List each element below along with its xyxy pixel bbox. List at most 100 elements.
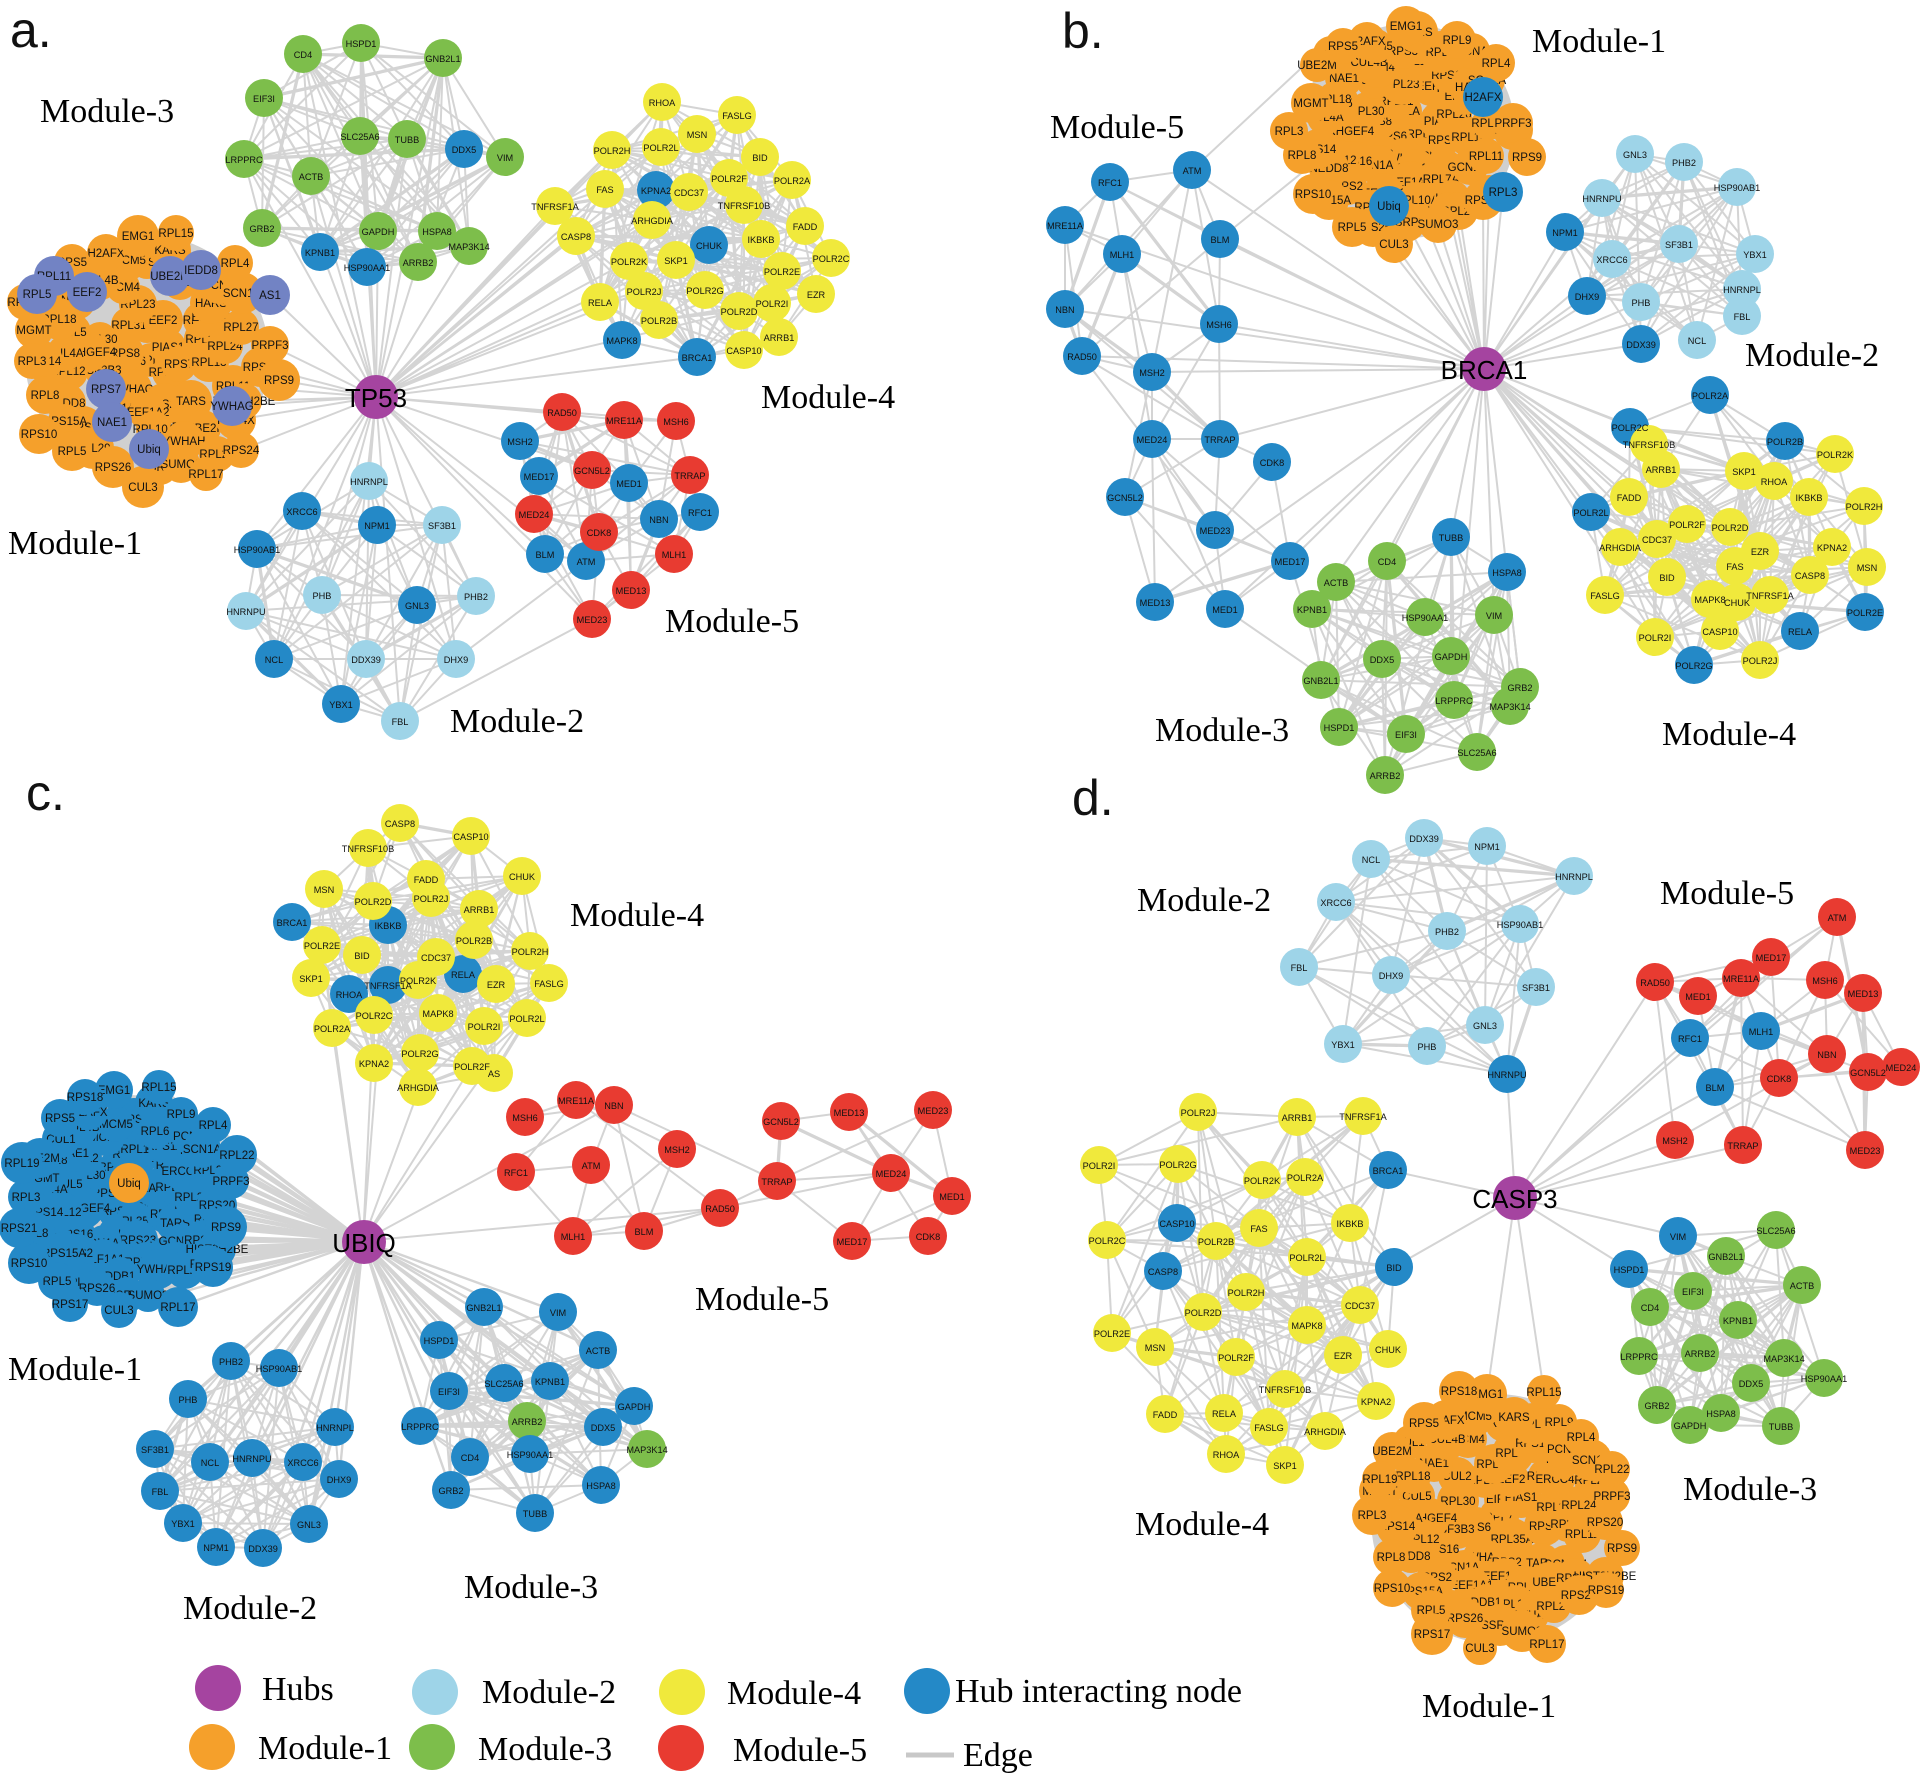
svg-text:RFC1: RFC1 [1678,1034,1702,1044]
svg-text:POLR2A: POLR2A [774,176,811,186]
svg-text:FAS: FAS [1726,562,1743,572]
svg-text:IKBKB: IKBKB [747,235,774,245]
svg-text:c.: c. [26,765,65,821]
svg-text:RAD50: RAD50 [705,1204,735,1214]
svg-text:SF3B1: SF3B1 [1522,983,1550,993]
svg-text:EMG1: EMG1 [1390,21,1423,33]
svg-text:BRCA1: BRCA1 [682,353,713,363]
svg-text:POLR2I: POLR2I [468,1022,501,1032]
svg-text:YBX1: YBX1 [1743,250,1767,260]
svg-text:POLR2H: POLR2H [594,146,631,156]
svg-text:RPS9: RPS9 [264,375,294,387]
svg-text:POLR2E: POLR2E [304,941,340,951]
svg-text:CUL3: CUL3 [104,1305,133,1317]
svg-text:POLR2D: POLR2D [721,307,758,317]
svg-text:POLR2C: POLR2C [1089,1236,1126,1246]
svg-text:GCN5L2: GCN5L2 [1850,1068,1886,1078]
svg-text:POLR2L: POLR2L [643,143,678,153]
svg-text:CASP8: CASP8 [1148,1267,1178,1277]
svg-text:GNL3: GNL3 [1473,1021,1497,1031]
svg-text:DDX39: DDX39 [248,1544,278,1554]
svg-text:HNRNPU: HNRNPU [232,1454,271,1464]
svg-text:Module-1: Module-1 [1422,1688,1556,1725]
svg-text:RPL8: RPL8 [31,390,60,402]
svg-text:HSP90AB1: HSP90AB1 [256,1364,302,1374]
svg-text:MSH2: MSH2 [507,437,533,447]
svg-text:POLR2B: POLR2B [641,316,677,326]
svg-text:RPL3: RPL3 [1489,187,1518,199]
svg-text:GRB2: GRB2 [1644,1401,1669,1411]
svg-text:POLR2I: POLR2I [1639,633,1672,643]
svg-text:CDK8: CDK8 [1767,1074,1792,1084]
svg-text:MSH6: MSH6 [512,1113,538,1123]
svg-text:HSPA8: HSPA8 [1706,1409,1735,1419]
svg-text:POLR2C: POLR2C [1612,423,1649,433]
svg-text:RPL19: RPL19 [1362,1474,1397,1486]
svg-text:NAE1: NAE1 [97,417,127,429]
svg-text:KPNA2: KPNA2 [1817,543,1847,553]
svg-text:PRPF3: PRPF3 [1593,1491,1630,1503]
svg-text:RPL30: RPL30 [1440,1496,1475,1508]
svg-text:RPL4: RPL4 [1482,58,1511,70]
svg-text:MED17: MED17 [524,472,555,482]
svg-text:RPL15: RPL15 [158,228,193,240]
svg-text:FADD: FADD [414,875,439,885]
svg-text:Ubiq: Ubiq [117,1178,141,1190]
svg-text:DDX39: DDX39 [1409,834,1439,844]
svg-text:RPL9: RPL9 [1545,1417,1574,1429]
svg-text:VIM: VIM [1486,611,1502,621]
svg-text:GNL3: GNL3 [1623,150,1647,160]
svg-text:DHX9: DHX9 [444,655,469,665]
svg-text:ARHGDIA: ARHGDIA [1599,543,1642,553]
svg-text:POLR2B: POLR2B [1767,437,1803,447]
svg-text:HNRNPL: HNRNPL [1723,285,1761,295]
svg-text:SUMO3: SUMO3 [128,1290,169,1302]
svg-text:GAPDH: GAPDH [1435,652,1468,662]
svg-text:RPL4: RPL4 [199,1120,228,1132]
svg-text:POLR2G: POLR2G [686,286,723,296]
svg-text:b.: b. [1062,3,1104,59]
svg-text:POLR2J: POLR2J [1181,1108,1216,1118]
svg-text:MAP3K14: MAP3K14 [626,1445,667,1455]
svg-text:CDC37: CDC37 [674,188,704,198]
svg-text:RPS5: RPS5 [1328,41,1358,53]
svg-text:TNFRSF10B: TNFRSF10B [1259,1385,1312,1395]
svg-text:SLC25A6: SLC25A6 [1756,1226,1795,1236]
svg-text:RPL5: RPL5 [23,289,52,301]
svg-text:AS1: AS1 [259,290,281,302]
svg-text:PRPF3: PRPF3 [212,1176,249,1188]
svg-text:NBN: NBN [1817,1050,1836,1060]
svg-text:POLR2L: POLR2L [1573,508,1608,518]
svg-text:POLR2E: POLR2E [1847,608,1883,618]
svg-text:RPL24: RPL24 [207,341,243,353]
svg-text:KPNB1: KPNB1 [1723,1316,1753,1326]
svg-text:EIF3I: EIF3I [1395,730,1417,740]
svg-text:POLR2J: POLR2J [1743,656,1778,666]
svg-text:POLR2L: POLR2L [1289,1253,1324,1263]
svg-text:POLR2D: POLR2D [355,897,392,907]
svg-text:RPL8: RPL8 [1288,150,1317,162]
svg-text:NCL: NCL [265,655,283,665]
svg-text:MRE11A: MRE11A [1047,221,1084,231]
svg-text:RPS10: RPS10 [1374,1583,1410,1595]
svg-text:SKP1: SKP1 [299,974,323,984]
svg-text:EMG1: EMG1 [98,1085,131,1097]
svg-text:Ubiq: Ubiq [137,444,161,456]
svg-text:BRCA1: BRCA1 [1373,1166,1404,1176]
svg-text:FASLG: FASLG [1590,591,1620,601]
svg-text:RPS9: RPS9 [1607,1543,1637,1555]
svg-text:RELA: RELA [1212,1409,1237,1419]
svg-text:POLR2J: POLR2J [627,287,662,297]
svg-text:IKBKB: IKBKB [1336,1219,1363,1229]
svg-text:IKBKB: IKBKB [374,921,401,931]
svg-text:NPM1: NPM1 [203,1543,229,1553]
svg-text:FBL: FBL [1291,963,1308,973]
svg-text:RPS10: RPS10 [21,429,57,441]
svg-text:POLR2B: POLR2B [1198,1237,1234,1247]
svg-text:RPS26: RPS26 [95,462,131,474]
svg-text:MED1: MED1 [1685,992,1711,1002]
svg-text:PRPF3: PRPF3 [251,340,288,352]
svg-text:TP53: TP53 [345,383,407,413]
svg-text:YWHAH: YWHAH [163,436,206,448]
svg-text:NCL: NCL [201,1458,219,1468]
